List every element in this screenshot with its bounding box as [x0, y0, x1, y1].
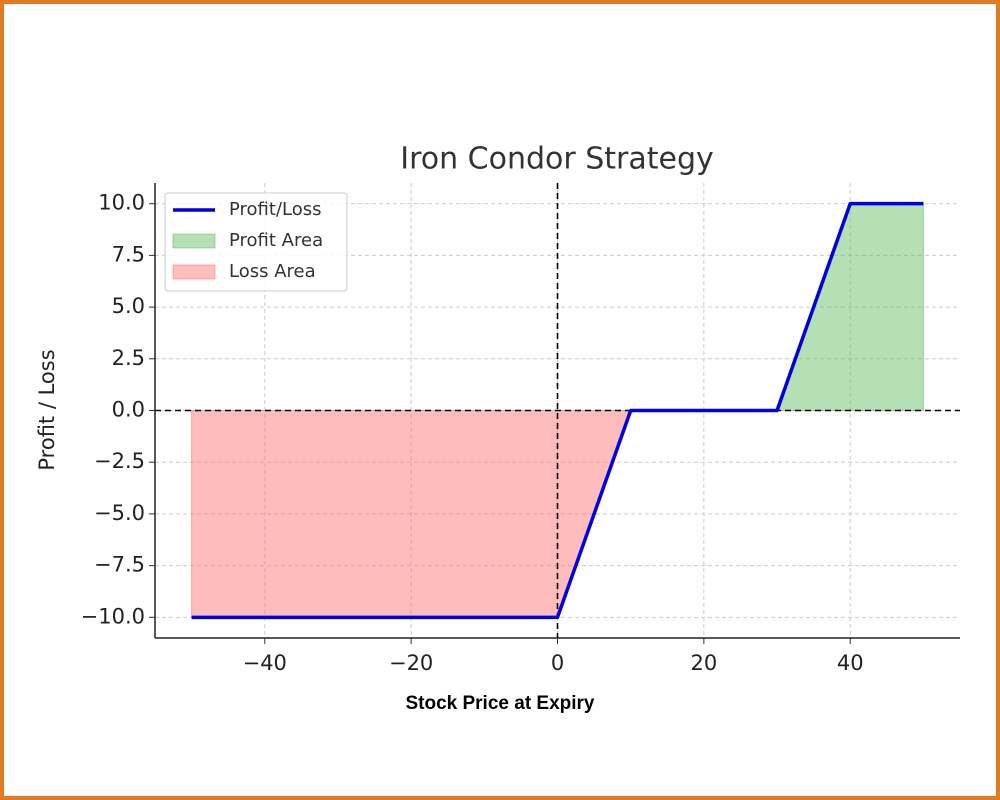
legend-label: Profit/Loss [229, 199, 322, 220]
y-tick-label: 7.5 [112, 242, 145, 266]
y-tick-label: 0.0 [112, 398, 145, 422]
x-tick-label: −20 [389, 651, 433, 675]
data-line [191, 201, 924, 620]
y-tick-label: 5.0 [112, 294, 145, 318]
legend-label: Profit Area [229, 230, 323, 251]
legend-label: Loss Area [229, 261, 316, 282]
legend-swatch [172, 233, 216, 249]
x-axis-label: Stock Price at Expiry [405, 693, 594, 714]
y-tick-label: −7.5 [94, 553, 145, 577]
legend-swatch [172, 264, 216, 280]
y-tick-label: 10.0 [98, 191, 145, 215]
chart-title: Iron Condor Strategy [400, 142, 714, 177]
y-tick-label: −2.5 [94, 449, 145, 473]
y-tick-label: 2.5 [112, 346, 145, 370]
x-tick-label: 20 [690, 651, 717, 675]
legend-box [164, 192, 348, 292]
x-tick-label: 40 [837, 651, 864, 675]
x-tick-label: 0 [551, 651, 564, 675]
chart: Iron Condor Strategy Stock Price at Expi… [35, 142, 960, 714]
x-tick-label: −40 [243, 651, 287, 675]
y-tick-label: −5.0 [94, 501, 145, 525]
y-axis-label: Profit / Loss [35, 349, 59, 470]
legend: Profit/Loss Profit Area Loss Area [164, 192, 348, 292]
y-tick-label: −10.0 [81, 604, 145, 628]
